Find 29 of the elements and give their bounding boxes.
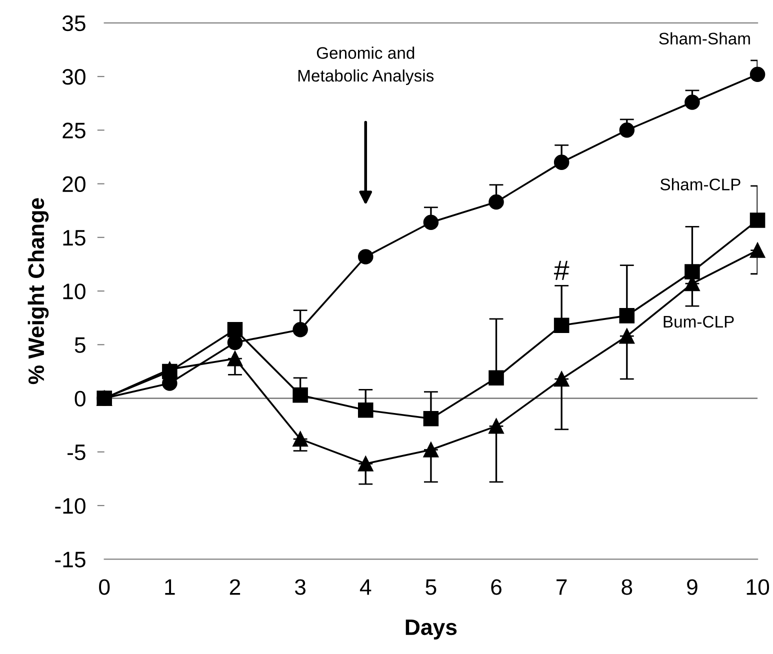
- x-tick-label: 0: [99, 579, 110, 595]
- x-tick-label: 9: [687, 579, 698, 595]
- x-tick-label: 4: [360, 579, 372, 595]
- x-tick-label: 8: [622, 579, 632, 595]
- x-tick-label: 7: [556, 579, 567, 595]
- annotation: Genomic and Metabolic Analysis: [298, 46, 434, 85]
- x-tick-label: 6: [491, 579, 502, 595]
- y-tick-label: 35: [62, 15, 86, 32]
- series-label: Sham-Sham: [659, 32, 750, 45]
- y-tick-label: 30: [62, 69, 86, 85]
- x-tick-label: 5: [426, 579, 436, 595]
- x-tick-label: 2: [230, 579, 240, 595]
- y-tick-label: 0: [74, 390, 86, 407]
- x-axis-title: Days: [406, 620, 457, 640]
- series-label: Bum-CLP: [664, 316, 734, 328]
- y-tick-label: -15: [55, 552, 86, 568]
- y-tick-label: 15: [63, 230, 86, 246]
- y-tick-label: -10: [55, 498, 86, 514]
- x-tick-label: 1: [165, 579, 175, 595]
- series-label: Sham-CLP: [660, 178, 740, 190]
- x-tick-label: 10: [746, 579, 770, 595]
- annotation: #: [554, 260, 570, 280]
- y-tick-label: 10: [63, 284, 86, 300]
- y-tick-label: -5: [68, 444, 86, 460]
- y-tick-label: 5: [74, 337, 86, 353]
- y-axis-title: % Weight Change: [28, 198, 49, 384]
- y-tick-label: 25: [62, 122, 86, 138]
- y-tick-label: 20: [62, 176, 86, 192]
- x-tick-label: 3: [294, 579, 306, 595]
